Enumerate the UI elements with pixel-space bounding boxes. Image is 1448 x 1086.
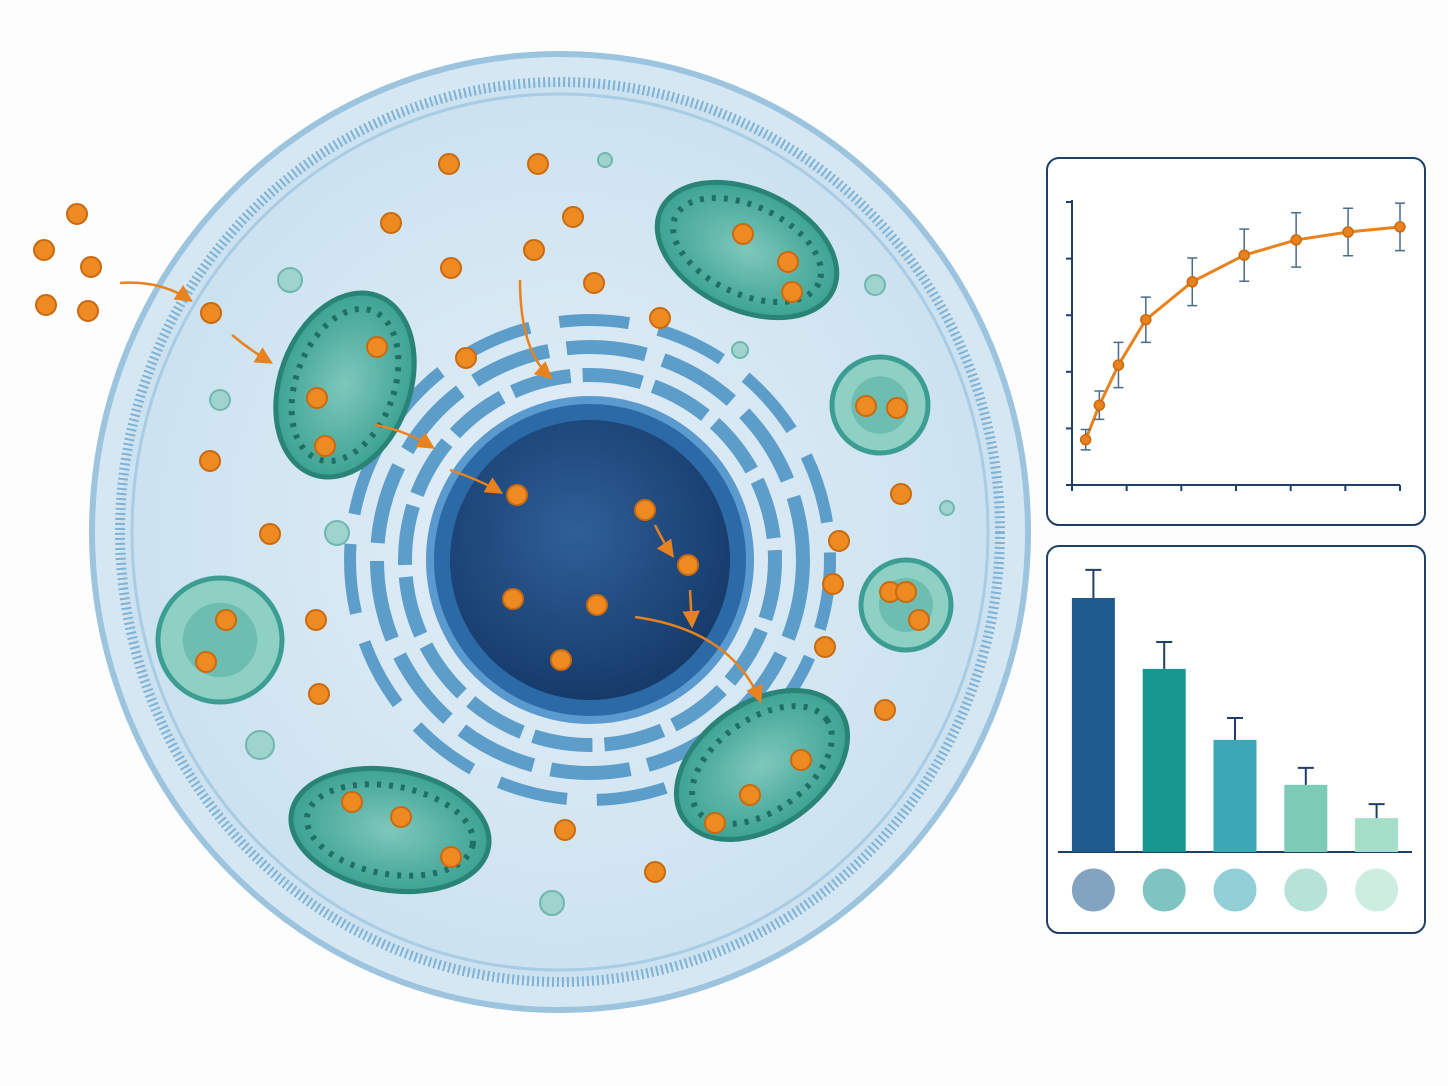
vesicle-core <box>851 376 909 434</box>
particle <box>341 791 363 813</box>
particle <box>732 223 754 245</box>
particle <box>440 846 462 868</box>
particle <box>455 347 477 369</box>
small-vesicle <box>864 274 886 296</box>
small-vesicle <box>277 267 303 293</box>
bar <box>1142 668 1186 852</box>
particle <box>314 435 336 457</box>
small-vesicle <box>939 500 955 516</box>
particle <box>550 649 572 671</box>
mitochondrion <box>673 688 851 842</box>
particle <box>874 699 896 721</box>
particles <box>33 153 930 883</box>
particle <box>777 251 799 273</box>
particle <box>308 683 330 705</box>
point <box>1290 234 1302 246</box>
small-vesicle <box>209 389 231 411</box>
er <box>344 314 836 806</box>
category-icon <box>1142 868 1186 912</box>
point <box>1186 276 1199 288</box>
particle <box>562 206 584 228</box>
mitochondrion <box>288 765 492 895</box>
point <box>1112 359 1125 371</box>
arrows <box>119 279 763 704</box>
mito-outer <box>673 688 851 842</box>
small-vesicle <box>539 890 565 916</box>
error-bar <box>1297 766 1314 785</box>
particle <box>306 387 328 409</box>
particle <box>305 609 327 631</box>
category-icon <box>1355 868 1399 912</box>
particle <box>390 806 412 828</box>
category-icon <box>1071 868 1115 912</box>
small-vesicle <box>597 152 613 168</box>
line-panel <box>1046 157 1426 526</box>
error-bar <box>1227 716 1243 740</box>
particle <box>554 819 576 841</box>
membrane-inner <box>130 92 990 972</box>
particle <box>583 272 605 294</box>
particle <box>35 294 57 316</box>
error-bar <box>1085 568 1102 598</box>
point <box>1140 313 1152 326</box>
particle <box>66 203 88 225</box>
particle <box>890 483 912 505</box>
point <box>1093 399 1106 411</box>
bar <box>1213 739 1257 852</box>
bar <box>1071 597 1115 852</box>
particle <box>502 588 524 610</box>
particle <box>438 153 460 175</box>
particle <box>33 239 55 261</box>
error-bar <box>1368 803 1385 819</box>
point <box>1394 221 1406 233</box>
particle <box>259 523 281 545</box>
mito-inner <box>303 781 477 879</box>
particle <box>855 395 877 417</box>
particle <box>77 300 99 322</box>
particle <box>822 573 844 595</box>
particle <box>739 784 761 806</box>
category-icon <box>1284 868 1328 912</box>
particle <box>790 749 812 771</box>
small-vesicle <box>731 341 749 359</box>
particle <box>704 812 726 834</box>
particle <box>586 594 608 616</box>
particle <box>644 861 666 883</box>
point <box>1238 249 1250 261</box>
particle <box>380 212 402 234</box>
category-icon <box>1213 868 1257 912</box>
particle <box>886 397 908 419</box>
particle <box>195 651 217 673</box>
particle <box>199 450 221 472</box>
particle <box>215 609 237 631</box>
small-vesicle <box>324 520 350 546</box>
particle <box>814 636 836 658</box>
particle <box>649 307 671 329</box>
point <box>1342 226 1354 238</box>
particle <box>527 153 549 175</box>
mito-inner <box>689 703 835 827</box>
particle <box>366 336 388 358</box>
particle <box>80 256 102 278</box>
point <box>1079 433 1092 446</box>
particle <box>523 239 545 261</box>
bar <box>1355 818 1399 852</box>
error-bar <box>1156 641 1173 669</box>
particle <box>908 609 930 631</box>
mito-inner <box>670 194 824 306</box>
small-vesicle <box>245 730 275 760</box>
particle <box>781 281 803 303</box>
organelles <box>155 152 955 916</box>
particle <box>440 257 462 279</box>
particle <box>634 499 656 521</box>
bar <box>1284 784 1328 852</box>
particle <box>506 484 528 506</box>
particle <box>895 581 917 603</box>
particle <box>200 302 222 324</box>
particle <box>677 554 699 576</box>
particle <box>828 530 850 552</box>
